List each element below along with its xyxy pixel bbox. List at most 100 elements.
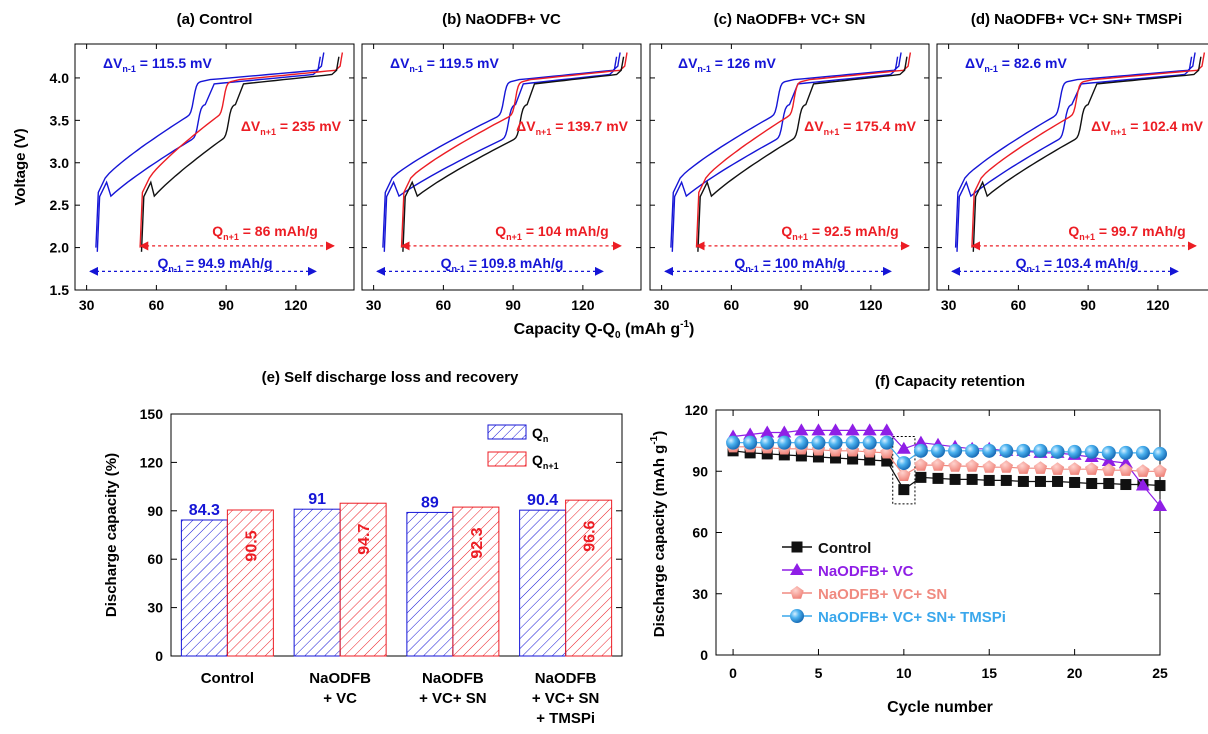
panel-d: (d) NaODFB+ VC+ SN+ TMSPi 30 60 90 120 ΔVn-1 …: [936, 11, 1208, 313]
data-point: [1016, 461, 1030, 474]
q-prev-label-part: Q: [1016, 255, 1027, 271]
q-next-label-part: = 92.5 mAh/g: [808, 223, 899, 239]
q-prev-label-part: = 103.4 mAh/g: [1040, 255, 1138, 271]
x-tick-label: 90: [218, 297, 234, 313]
data-point: [1085, 462, 1099, 475]
legend-swatch: [487, 451, 527, 467]
plot-frame: [170, 413, 623, 657]
y-tick-label: 120: [140, 454, 164, 470]
dv-prev-label-part: = 126 mV: [711, 55, 777, 71]
panel-title: (b) NaODFB+ VC: [442, 11, 561, 28]
x-tick-label: 30: [366, 297, 382, 313]
dv-prev-label-part: ΔV: [390, 55, 410, 71]
x-tick-label: 90: [1080, 297, 1096, 313]
bar: [519, 509, 567, 657]
data-point: [847, 453, 859, 465]
blue-discharge-curve: [96, 56, 321, 252]
data-point: [1101, 445, 1116, 460]
data-point: [795, 450, 807, 462]
q-next-label-part: Q: [781, 223, 792, 239]
capacity-axis-label-part: (mAh g: [621, 321, 681, 338]
legend-swatch: [487, 424, 527, 440]
y-tick-label: 4.0: [50, 70, 70, 86]
legend-label-part: Q: [532, 425, 543, 441]
capacity-axis-label: Capacity Q-Q0 (mAh g-1): [514, 319, 695, 341]
data-point: [948, 443, 963, 458]
data-point: [1068, 462, 1082, 475]
panel-title: (c) NaODFB+ VC+ SN: [714, 11, 866, 28]
x-category-label: NaODFB: [535, 670, 597, 687]
x-tick-label: 60: [1011, 297, 1027, 313]
x-tick-label: 60: [724, 297, 740, 313]
data-point: [1153, 464, 1167, 477]
q-prev-label-part: n-1: [745, 264, 759, 274]
panel-title: (d) NaODFB+ VC+ SN+ TMSPi: [971, 11, 1182, 28]
legend-label-part: Q: [532, 452, 543, 468]
plot-frame: [74, 43, 355, 291]
data-point: [879, 435, 894, 450]
data-point: [966, 473, 978, 485]
dv-prev-label-part: ΔV: [678, 55, 698, 71]
data-point: [1050, 444, 1065, 459]
q-prev-label-part: n-1: [168, 264, 182, 274]
data-point: [914, 458, 928, 471]
data-point: [1118, 445, 1133, 460]
x-tick-label: 120: [571, 297, 595, 313]
data-point: [777, 425, 792, 438]
data-point: [760, 425, 775, 438]
dv-next-label-part: = 175.4 mV: [839, 118, 916, 134]
x-tick-label: 0: [729, 665, 737, 681]
bar: [293, 508, 341, 657]
data-point: [982, 443, 997, 458]
data-point: [898, 484, 910, 496]
data-point: [1052, 475, 1064, 487]
data-point: [965, 443, 980, 458]
data-point: [1153, 498, 1167, 511]
red-charge-curve: [971, 52, 1206, 248]
data-point: [999, 460, 1013, 473]
series-naodfb-vc-sn-tmspi: [726, 435, 1167, 471]
data-point: [1017, 475, 1029, 487]
data-point: [1084, 444, 1099, 459]
y-tick-label: 30: [147, 600, 163, 616]
data-point: [744, 447, 756, 459]
q-next-label-part: Q: [495, 223, 506, 239]
data-point: [1034, 475, 1046, 487]
data-point: [913, 435, 928, 448]
y-tick-label: 150: [140, 406, 164, 422]
data-point: [862, 423, 877, 436]
data-point: [1016, 443, 1031, 458]
data-point: [931, 443, 945, 458]
data-point: [932, 472, 944, 484]
red-charge-curve: [400, 52, 628, 248]
data-point: [931, 458, 945, 471]
legend-marker: [790, 609, 804, 623]
data-point: [1050, 462, 1065, 475]
data-point: [761, 448, 773, 460]
dv-prev-label-part: = 119.5 mV: [423, 55, 500, 71]
data-point: [1101, 454, 1116, 467]
dv-next-label: ΔVn+1 = 175.4 mV: [804, 118, 916, 137]
dv-next-label-part: n+1: [1111, 127, 1127, 137]
data-point: [965, 459, 979, 472]
data-point: [811, 423, 826, 436]
data-point: [1136, 464, 1150, 477]
x-category-label: + VC: [323, 690, 357, 707]
dv-next-label-part: = 235 mV: [276, 118, 342, 134]
x-tick-label: 90: [793, 297, 809, 313]
q-next-label-part: n+1: [506, 232, 522, 242]
y-tick-label: 0: [700, 647, 708, 663]
data-point: [743, 427, 758, 440]
dv-prev-label-part: n-1: [122, 64, 136, 74]
dv-prev-label-part: n-1: [409, 64, 423, 74]
x-category-label: + VC+ SN: [532, 690, 600, 707]
legend-label: Qn+1: [532, 452, 559, 471]
dv-prev-label: ΔVn-1 = 126 mV: [678, 55, 777, 74]
capacity-axis-label-part: Capacity Q-Q: [514, 321, 615, 338]
y-tick-label: 3.0: [50, 155, 70, 171]
data-point: [743, 435, 758, 450]
data-point: [1154, 480, 1166, 492]
y-tick-label: 90: [147, 503, 163, 519]
x-axis-label: Cycle number: [887, 699, 993, 716]
bar: [180, 519, 228, 657]
